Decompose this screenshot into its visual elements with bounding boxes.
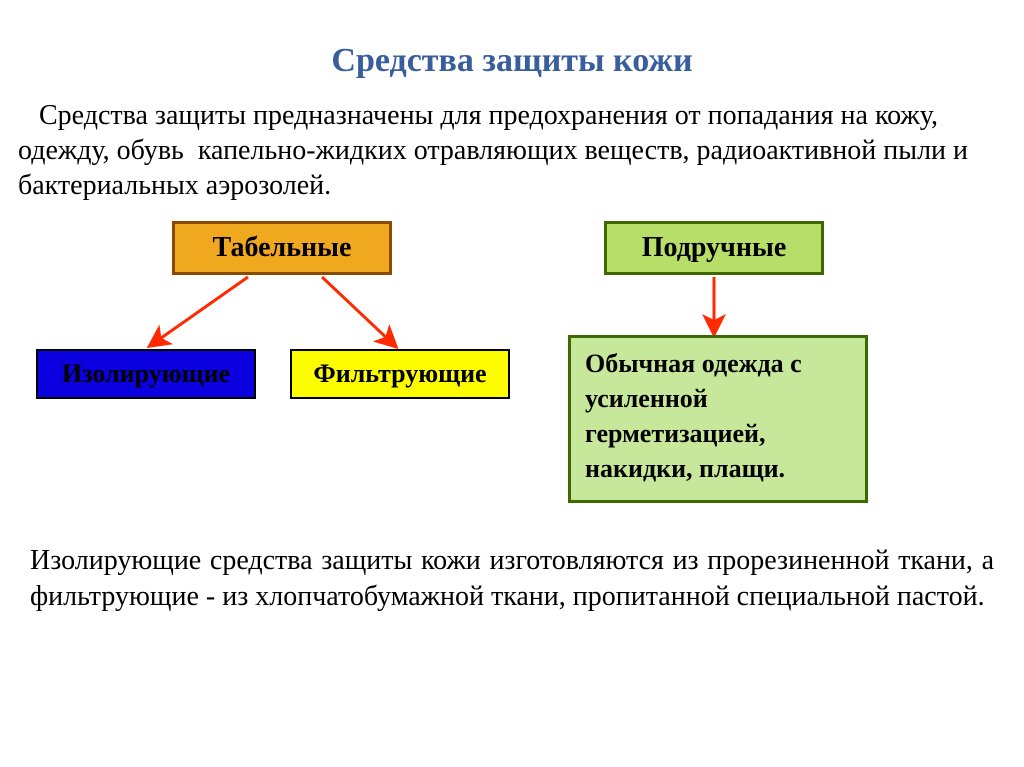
- box-tabelnye: Табельные: [172, 221, 392, 275]
- footer-paragraph: Изолирующие средства защиты кожи изготов…: [0, 543, 1024, 616]
- box-label: Обычная одежда с усиленной герметизацией…: [585, 346, 851, 486]
- intro-paragraph: Средства защиты предназначены для предох…: [0, 80, 1024, 203]
- box-label: Изолирующие: [62, 359, 230, 389]
- box-label: Фильтрующие: [313, 359, 486, 389]
- box-podruchnye: Подручные: [604, 221, 824, 275]
- page-title: Средства защиты кожи: [0, 0, 1024, 80]
- box-izoliruyushchie: Изолирующие: [36, 349, 256, 399]
- box-label: Табельные: [213, 232, 352, 264]
- box-label: Подручные: [642, 232, 787, 264]
- box-obychnaya: Обычная одежда с усиленной герметизацией…: [568, 335, 868, 503]
- diagram-area: Табельные Подручные Изолирующие Фильтрую…: [0, 203, 1024, 543]
- box-filtruyushchie: Фильтрующие: [290, 349, 510, 399]
